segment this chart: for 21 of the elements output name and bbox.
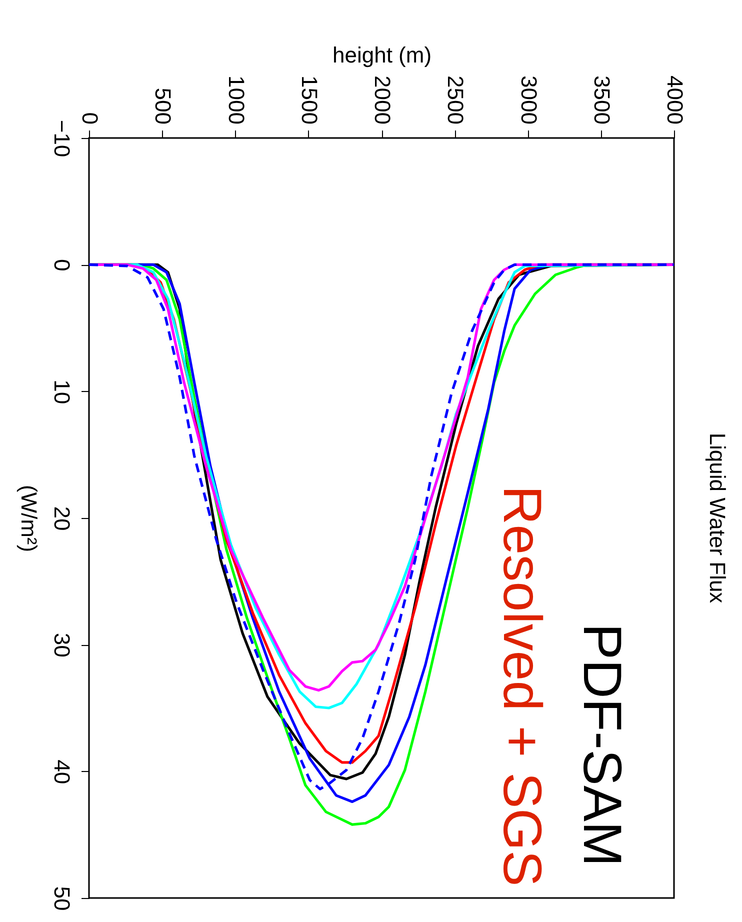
y-tick-label: −10 bbox=[50, 120, 74, 158]
text: Liquid Water Flux bbox=[705, 432, 730, 604]
x-tick-label: 3500 bbox=[589, 76, 614, 124]
x-tick-label: 2500 bbox=[443, 76, 468, 124]
y-tick-label: 40 bbox=[50, 760, 74, 784]
y-tick-label: 50 bbox=[50, 886, 74, 911]
x-axis-title: height (m) bbox=[332, 42, 432, 68]
x-tick-label: 1500 bbox=[296, 76, 322, 124]
annotation: Resolved + SGS bbox=[492, 486, 552, 886]
annotation: PDF-SAM bbox=[572, 624, 632, 866]
y-tick-label: 20 bbox=[50, 506, 74, 531]
y-axis-title: (W/m²) bbox=[16, 484, 42, 552]
x-tick-label: 2000 bbox=[370, 76, 395, 124]
y-tick-label: 30 bbox=[50, 632, 74, 658]
x-tick-label: 0 bbox=[78, 112, 102, 124]
x-tick-label: 4000 bbox=[662, 76, 688, 124]
x-tick-label: 3000 bbox=[516, 76, 542, 124]
x-tick-label: 1000 bbox=[224, 76, 249, 124]
y-tick-label: 0 bbox=[50, 259, 74, 272]
x-tick-label: 500 bbox=[150, 88, 176, 124]
y-tick-label: 10 bbox=[50, 380, 74, 404]
